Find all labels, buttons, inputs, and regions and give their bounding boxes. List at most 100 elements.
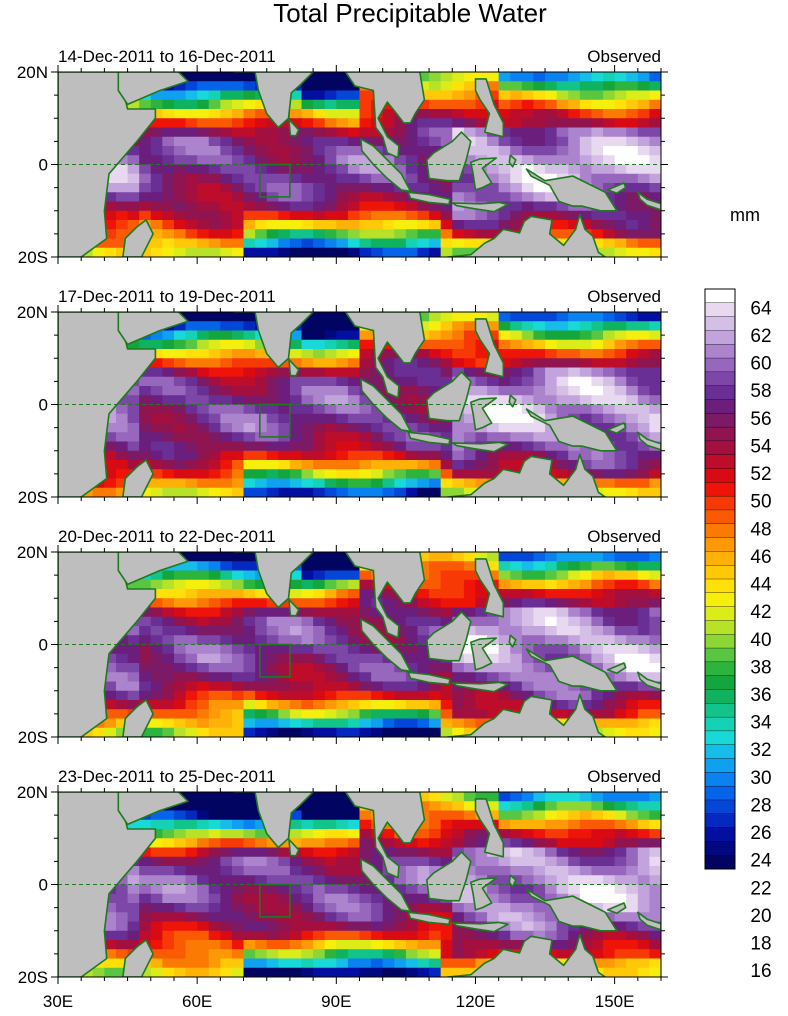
tpw-cell [498,432,511,443]
land-mass [122,939,154,977]
tpw-cell [556,210,569,221]
tpw-cell [301,376,314,387]
tpw-cell [359,829,372,839]
tpw-cell [220,210,233,221]
tpw-cell [603,339,616,350]
tpw-cell [313,847,326,858]
tpw-cell [371,423,384,433]
colorbar-tick-label: 34 [750,713,772,734]
tpw-cell [626,413,639,424]
tpw-cell [614,81,627,92]
tpw-cell [452,552,465,562]
tpw-cell [139,395,152,406]
tpw-cell [405,635,419,646]
tpw-cell [417,136,430,147]
tpw-cell [139,201,152,212]
tpw-cell [243,866,256,876]
tpw-cell [347,561,361,572]
tpw-cell [440,136,453,147]
tpw-cell [208,146,221,156]
colorbar-box [704,523,736,539]
tpw-cell [347,672,361,683]
tpw-cell [324,155,337,166]
tpw-cell [463,164,477,175]
tpw-cell [533,99,546,110]
tpw-cell [382,423,395,433]
tpw-cell [150,718,163,729]
tpw-cell [487,164,500,175]
tpw-cell [429,376,442,387]
tpw-cell [475,146,488,156]
tpw-cell [545,404,558,415]
tpw-cell [336,829,349,839]
tpw-cell [510,792,523,802]
tpw-cell [417,395,430,406]
tpw-cell [139,173,152,184]
tpw-cell [336,413,349,424]
tpw-cell [173,90,187,101]
tpw-cell [278,838,291,849]
tpw-cell [487,810,500,821]
tpw-cell [301,681,314,692]
tpw-cell [162,450,175,461]
tpw-cell [220,90,233,101]
tpw-cell [649,598,661,609]
tpw-cell [359,875,372,886]
tpw-cell [579,376,593,387]
tpw-cell [231,99,245,110]
tpw-cell [510,432,523,443]
tpw-cell [579,109,593,119]
tpw-cell [533,626,546,636]
tpw-cell [231,884,245,895]
tpw-cell [521,450,535,461]
tpw-cell [278,663,291,673]
tpw-cell [220,626,233,636]
tpw-cell [255,118,268,129]
tpw-cell [208,875,221,886]
land-mass [636,671,661,691]
tpw-cell [185,469,198,480]
tpw-cell [394,201,407,212]
tpw-cell [452,903,465,913]
tpw-cell [173,349,187,359]
tpw-cell [162,487,175,497]
tpw-cell [336,589,349,599]
tpw-cell [162,718,175,729]
tpw-cell [208,690,221,701]
tpw-cell [115,727,129,737]
tpw-cell [603,376,616,387]
tpw-cell [162,386,175,396]
tpw-cell [243,247,256,257]
tpw-cell [301,330,314,341]
tpw-cell [185,478,198,489]
tpw-cell [220,635,233,646]
tpw-cell [579,72,593,82]
tpw-cell [510,893,523,904]
tpw-cell [637,155,651,166]
tpw-cell [324,653,337,664]
tpw-cell [510,653,523,664]
tpw-cell [545,607,558,618]
tpw-cell [626,727,639,737]
colorbar-box [704,841,736,856]
tpw-cell [231,238,245,249]
tpw-cell [208,339,221,350]
tpw-cell [394,626,407,636]
tpw-cell [127,866,140,876]
tpw-cell [185,339,198,350]
colorbar-box [704,371,736,387]
tpw-cell [139,635,152,646]
tpw-cell [127,663,140,673]
tpw-cell [173,469,187,480]
tpw-cell [405,395,419,406]
tpw-cell [556,404,569,415]
tpw-cell [324,616,337,627]
tpw-cell [278,607,291,618]
tpw-cell [347,90,361,101]
tpw-cell [220,358,233,369]
tpw-cell [127,644,140,655]
tpw-cell [533,607,546,618]
land-mass [360,378,412,433]
tpw-cell [649,220,661,230]
tpw-cell [231,875,245,886]
